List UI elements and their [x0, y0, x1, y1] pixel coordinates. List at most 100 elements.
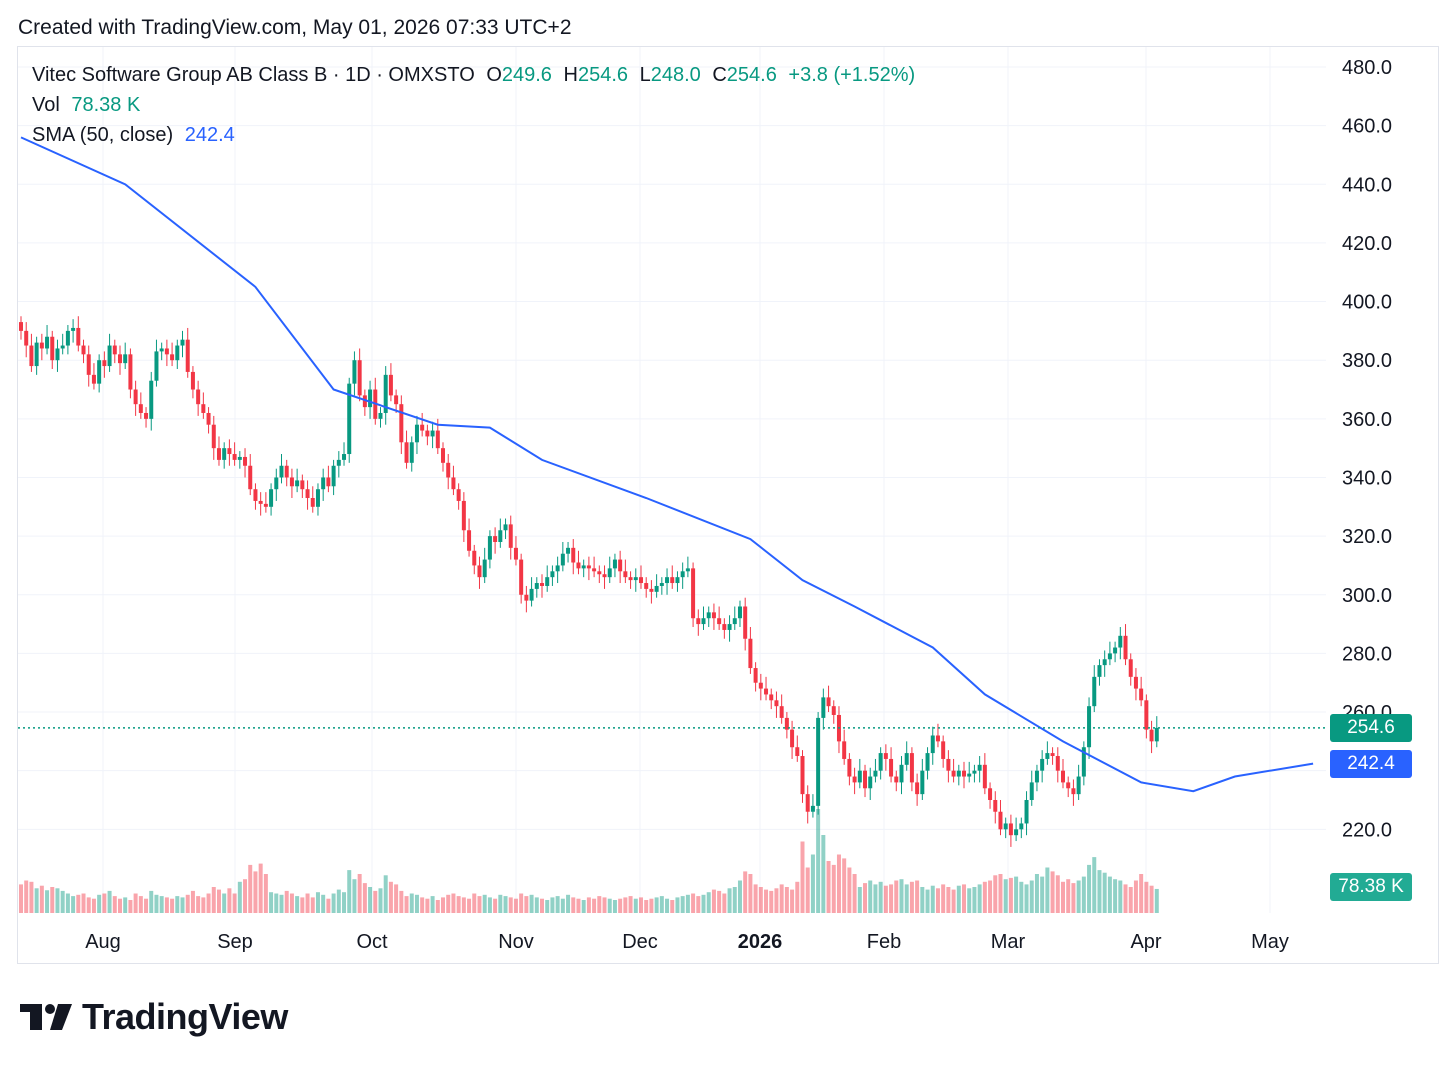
candle-body [472, 550, 477, 566]
candle-body [519, 559, 524, 595]
volume-bar [326, 898, 331, 913]
candle-body [1139, 688, 1144, 701]
volume-bar [545, 900, 550, 913]
brand[interactable]: TradingView [20, 996, 288, 1038]
volume-bar [1019, 881, 1024, 913]
sma-line [20, 136, 1314, 793]
volume-bar [727, 888, 732, 913]
candle-body [274, 477, 279, 490]
candle-body [633, 577, 638, 581]
candle-body [977, 764, 982, 771]
volume-bar [435, 900, 440, 913]
candle-body [368, 389, 373, 408]
legend-open: O249.6 [486, 64, 552, 86]
y-tick-label: 480.0 [1342, 57, 1392, 79]
candle-body [91, 374, 96, 384]
volume-bar [790, 889, 795, 913]
y-tick-label: 300.0 [1342, 585, 1392, 607]
y-tick-label: 340.0 [1342, 467, 1392, 489]
volume-bar [826, 861, 831, 913]
volume-bar [1034, 874, 1039, 913]
volume-bar [1045, 867, 1050, 913]
volume-bar [477, 896, 482, 913]
volume-bar [852, 874, 857, 913]
volume-bar [857, 887, 862, 913]
candle-body [243, 456, 248, 466]
volume-bar [414, 894, 419, 913]
candle-body [795, 747, 800, 757]
volume-bar [81, 893, 86, 913]
candle-body [607, 568, 612, 578]
candle-body [1076, 776, 1081, 795]
volume-bar [29, 881, 34, 913]
volume-bar [602, 897, 607, 913]
legend-vol-label: Vol [32, 94, 60, 116]
candle-body [123, 354, 128, 364]
candle-body [951, 770, 956, 777]
candle-body [758, 682, 763, 689]
candle-body [1019, 823, 1024, 830]
candle-body [659, 583, 664, 586]
candle-body [326, 477, 331, 487]
legend-low: L248.0 [639, 64, 701, 86]
x-tick-label: 2026 [738, 931, 783, 953]
x-tick-label: Nov [498, 931, 534, 953]
volume-bar [1061, 881, 1065, 913]
volume-bar [1008, 877, 1013, 913]
candle-body [946, 758, 951, 771]
candle-body [425, 430, 430, 437]
candle-body [576, 562, 581, 569]
volume-bar [883, 885, 888, 913]
candle-body [1118, 635, 1123, 648]
volume-bar [836, 854, 841, 913]
volume-bar [159, 896, 164, 913]
volume-bar [977, 884, 982, 913]
volume-bar [529, 894, 534, 913]
legend-change: +3.8 (+1.52%) [788, 64, 916, 86]
volume-bar [555, 896, 560, 913]
volume-bar [1128, 887, 1133, 913]
candle-body [81, 345, 86, 355]
candle-body [1133, 676, 1138, 689]
volume-bar [1102, 872, 1107, 913]
x-tick-label: Mar [991, 931, 1026, 953]
volume-bar [430, 896, 435, 913]
candle-body [816, 717, 821, 806]
volume-bar [691, 893, 696, 913]
candle-body [45, 336, 50, 349]
volume-bar [842, 858, 847, 913]
candle-body [378, 412, 383, 419]
candlesticks [19, 316, 1159, 847]
candle-body [998, 811, 1003, 830]
volume-bar [357, 874, 362, 913]
volume-bar [863, 883, 868, 913]
volume-bar [19, 884, 23, 913]
volume-bar [576, 898, 581, 913]
candle-body [680, 571, 685, 578]
volume-bar [904, 884, 909, 913]
candle-body [732, 618, 737, 625]
candle-body [1144, 700, 1149, 730]
volume-bar [315, 892, 320, 913]
volume-bar [45, 890, 50, 913]
volume-bar [623, 897, 628, 913]
candle-body [404, 442, 409, 463]
candle-body [71, 327, 76, 331]
candle-body [863, 770, 868, 789]
volume-bar [388, 881, 393, 913]
volume-bar [581, 900, 586, 913]
volume-bar [76, 894, 81, 913]
volume-bar [784, 887, 789, 913]
candle-body [1003, 823, 1008, 830]
candle-body [295, 480, 300, 487]
candle-body [65, 330, 70, 346]
candle-body [383, 374, 388, 413]
candle-body [972, 770, 977, 774]
candle-body [50, 336, 55, 361]
volume-bar [967, 888, 972, 913]
candle-body [852, 776, 857, 783]
candle-body [717, 618, 722, 625]
candle-body [55, 348, 60, 361]
candle-body [441, 448, 446, 463]
